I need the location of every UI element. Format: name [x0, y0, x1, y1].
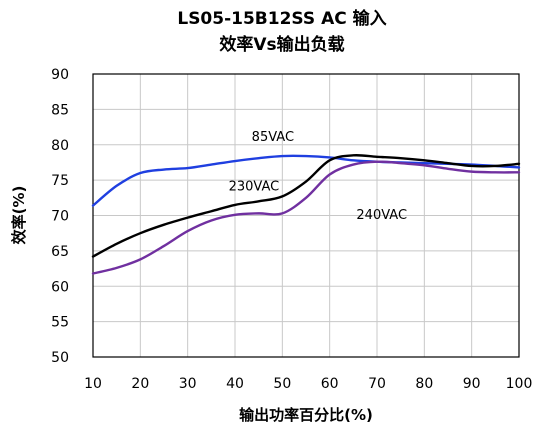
y-tick-label: 50: [51, 350, 69, 366]
x-tick-label: 80: [415, 376, 433, 392]
y-tick-label: 65: [51, 244, 69, 260]
y-tick-label: 80: [51, 138, 69, 154]
x-tick-label: 30: [179, 376, 197, 392]
plot-frame: [92, 73, 520, 358]
x-tick-label: 20: [131, 376, 149, 392]
y-tick-label: 60: [51, 279, 69, 295]
series-annotation: 230VAC: [229, 180, 280, 195]
series-annotation: 85VAC: [252, 130, 294, 145]
y-tick-label: 55: [51, 315, 69, 331]
series-lines: [91, 154, 521, 275]
x-tick-label: 40: [226, 376, 244, 392]
x-tick-label: 10: [84, 376, 102, 392]
series-annotations: 85VAC 230VAC 240VAC: [229, 130, 407, 223]
y-tick-labels: 50 55 60 65 70 75 80 85 90: [51, 67, 69, 366]
x-tick-label: 60: [321, 376, 339, 392]
chart-title: LS05-15B12SS AC 输入: [177, 8, 386, 29]
y-tick-label: 85: [51, 102, 69, 118]
x-tick-label: 50: [273, 376, 291, 392]
x-tick-labels: 10 20 30 40 50 60 70 80 90 100: [84, 376, 532, 392]
y-tick-label: 70: [51, 209, 69, 225]
x-axis-label: 输出功率百分比(%): [239, 406, 373, 424]
series-line-230vac: [91, 154, 521, 258]
series-line-240vac: [91, 160, 521, 275]
y-axis-label: 效率(%): [10, 186, 28, 245]
x-tick-label: 100: [506, 376, 533, 392]
series-annotation: 240VAC: [356, 208, 407, 223]
x-tick-label: 90: [463, 376, 481, 392]
grid-lines: [92, 73, 520, 358]
chart-subtitle: 效率Vs输出负载: [219, 34, 344, 55]
y-tick-label: 75: [51, 173, 69, 189]
x-tick-label: 70: [368, 376, 386, 392]
y-tick-label: 90: [51, 67, 69, 83]
